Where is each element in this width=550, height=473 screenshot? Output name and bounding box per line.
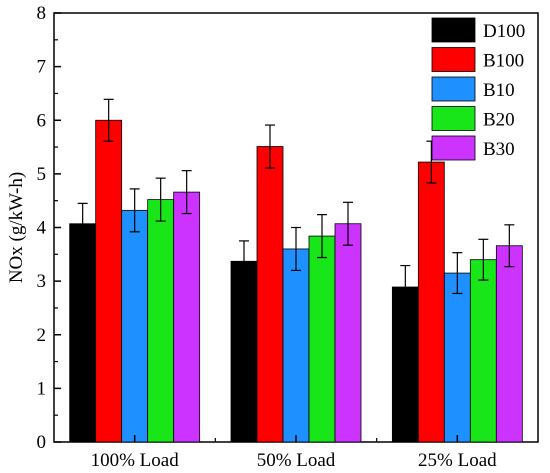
x-tick-label: 100% Load [91,450,180,471]
y-tick-label: 3 [37,271,47,292]
bar-b100-2 [256,146,284,443]
bar-b10-2 [282,248,310,443]
bar-b30-1 [173,191,201,443]
legend-label-b100: B100 [483,51,524,72]
y-tick-label: 0 [37,432,47,453]
y-tick-label: 2 [37,325,47,346]
legend-swatch-d100 [431,17,476,43]
bar-b100-3 [417,161,445,443]
legend-swatch-b30 [431,135,476,161]
legend-label-d100: D100 [483,21,525,42]
bar-b10-3 [443,272,471,443]
bar-d100-1 [69,223,97,443]
x-tick-label: 25% Load [418,450,497,471]
bar-b10-1 [121,209,149,443]
bar-d100-2 [230,260,258,443]
legend-label-b10: B10 [483,80,515,101]
y-tick-label: 5 [37,164,47,185]
bars [69,98,523,443]
legend-swatch-b100 [431,47,476,72]
y-tick-label: 4 [37,218,47,239]
y-tick-label: 1 [37,378,47,399]
y-axis-title: NOx (g/kW-h) [6,172,27,283]
x-axis: 100% Load 50% Load 25% Load [91,435,497,471]
bar-b30-3 [495,245,523,443]
y-tick-label: 6 [37,110,47,131]
y-tick-label: 7 [37,57,47,78]
legend-swatch-b20 [431,106,476,131]
x-tick-label: 50% Load [257,450,336,471]
bar-b100-1 [95,119,123,443]
bar-b20-1 [147,199,175,443]
bar-b30-2 [334,223,362,443]
y-tick-label: 8 [37,3,47,24]
legend: D100 B100 B10 B20 B30 [431,17,525,161]
legend-label-b30: B30 [483,139,515,160]
bar-d100-3 [391,286,419,443]
legend-swatch-b10 [431,76,476,102]
y-axis: 0 1 2 3 4 5 6 7 8 [37,3,61,453]
bar-b20-2 [308,235,336,443]
legend-label-b20: B20 [483,110,515,131]
bar-b20-3 [469,259,497,443]
